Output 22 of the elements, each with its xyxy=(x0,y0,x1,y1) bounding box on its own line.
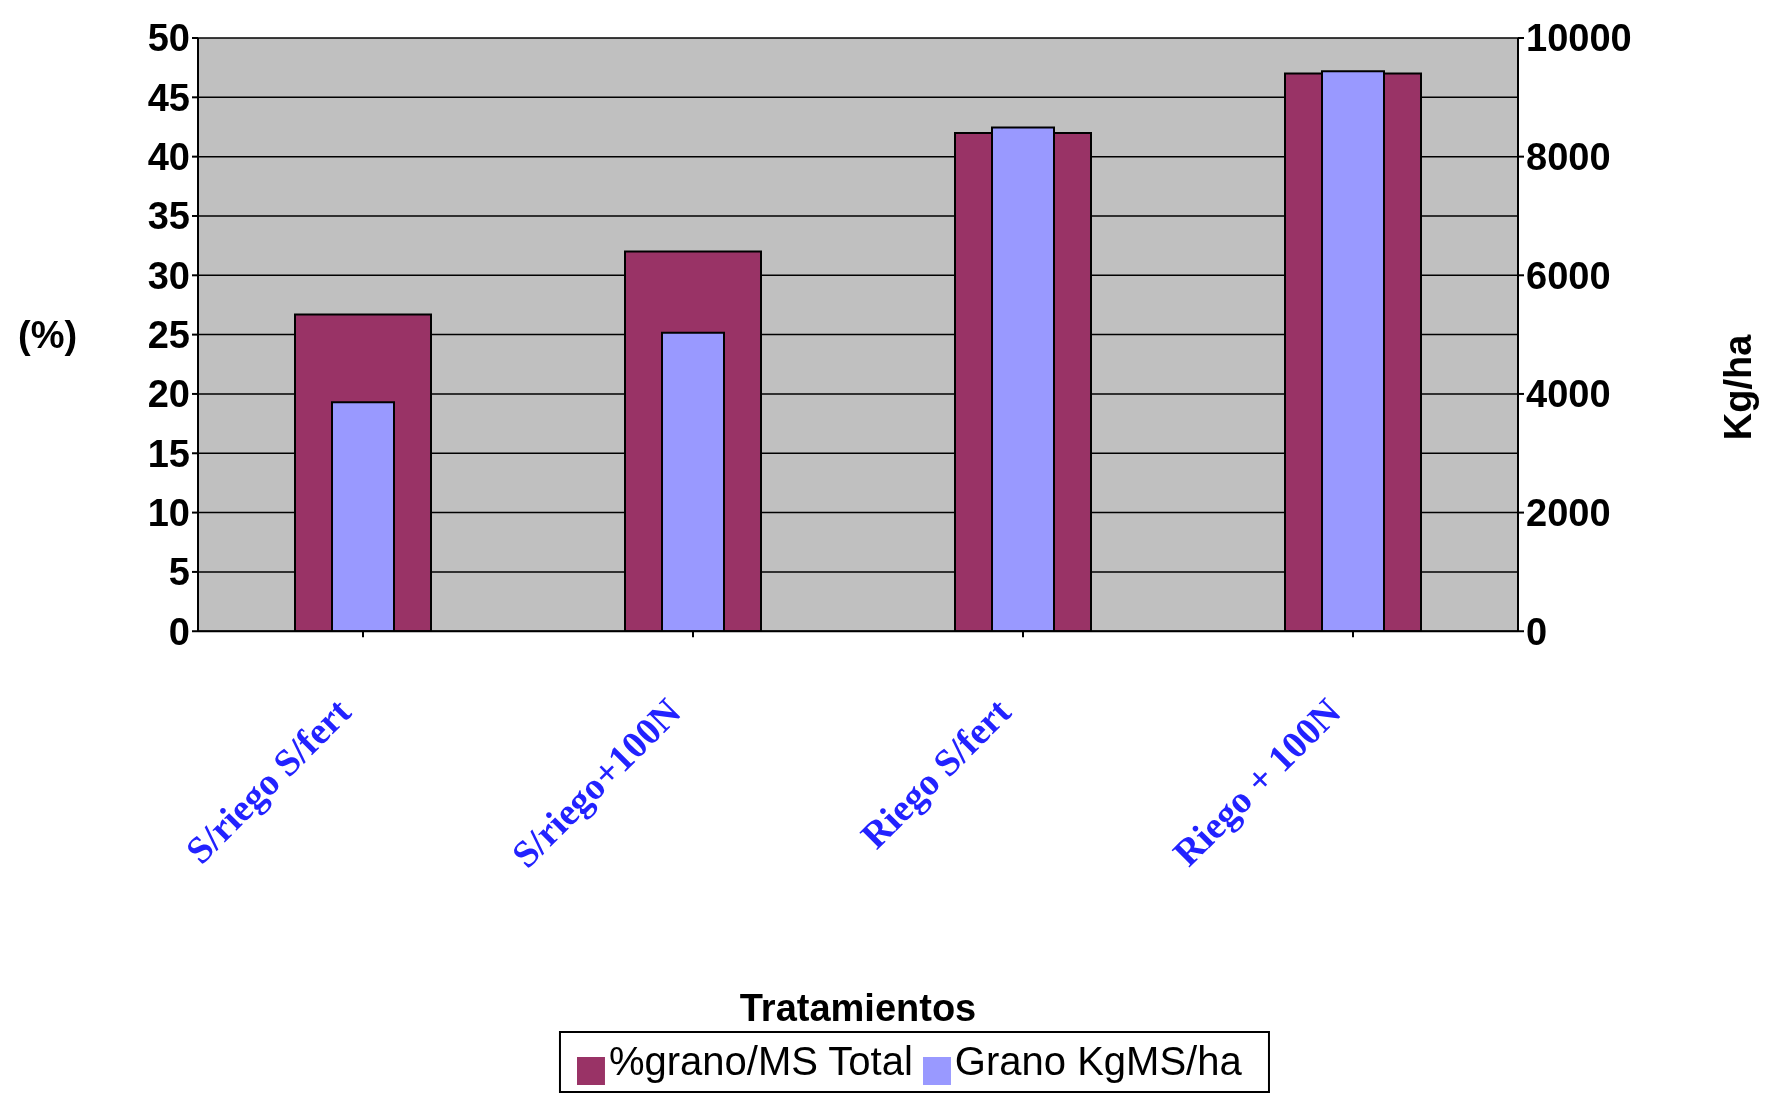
x-axis-title: Tratamientos xyxy=(739,987,977,1030)
y-tick-label: 10 xyxy=(147,492,190,535)
y-tick-label: 35 xyxy=(147,195,190,238)
legend-label: Grano KgMS/ha xyxy=(954,1039,1242,1084)
y2-tick-label: 0 xyxy=(1526,610,1548,653)
y-tick-label: 50 xyxy=(147,17,190,60)
y-tick-label: 15 xyxy=(147,432,190,475)
y-tick-label: 0 xyxy=(168,610,190,653)
y2-tick-label: 8000 xyxy=(1526,136,1611,179)
y2-tick-label: 6000 xyxy=(1526,254,1611,297)
legend-label: %grano/MS Total xyxy=(608,1039,913,1084)
y2-tick-label: 4000 xyxy=(1526,373,1611,416)
y2-tick-label: 2000 xyxy=(1526,492,1611,535)
y-tick-label: 30 xyxy=(147,254,190,297)
y-tick-label: 20 xyxy=(147,373,190,416)
y-tick-label: 25 xyxy=(147,314,190,357)
y2-axis-title: Kg/ha xyxy=(1717,333,1760,441)
y-tick-label: 45 xyxy=(147,76,190,119)
y-tick-label: 5 xyxy=(168,551,190,594)
y2-tick-label: 10000 xyxy=(1526,17,1632,60)
y-tick-label: 40 xyxy=(147,136,190,179)
y-axis-title: (%) xyxy=(18,314,78,357)
